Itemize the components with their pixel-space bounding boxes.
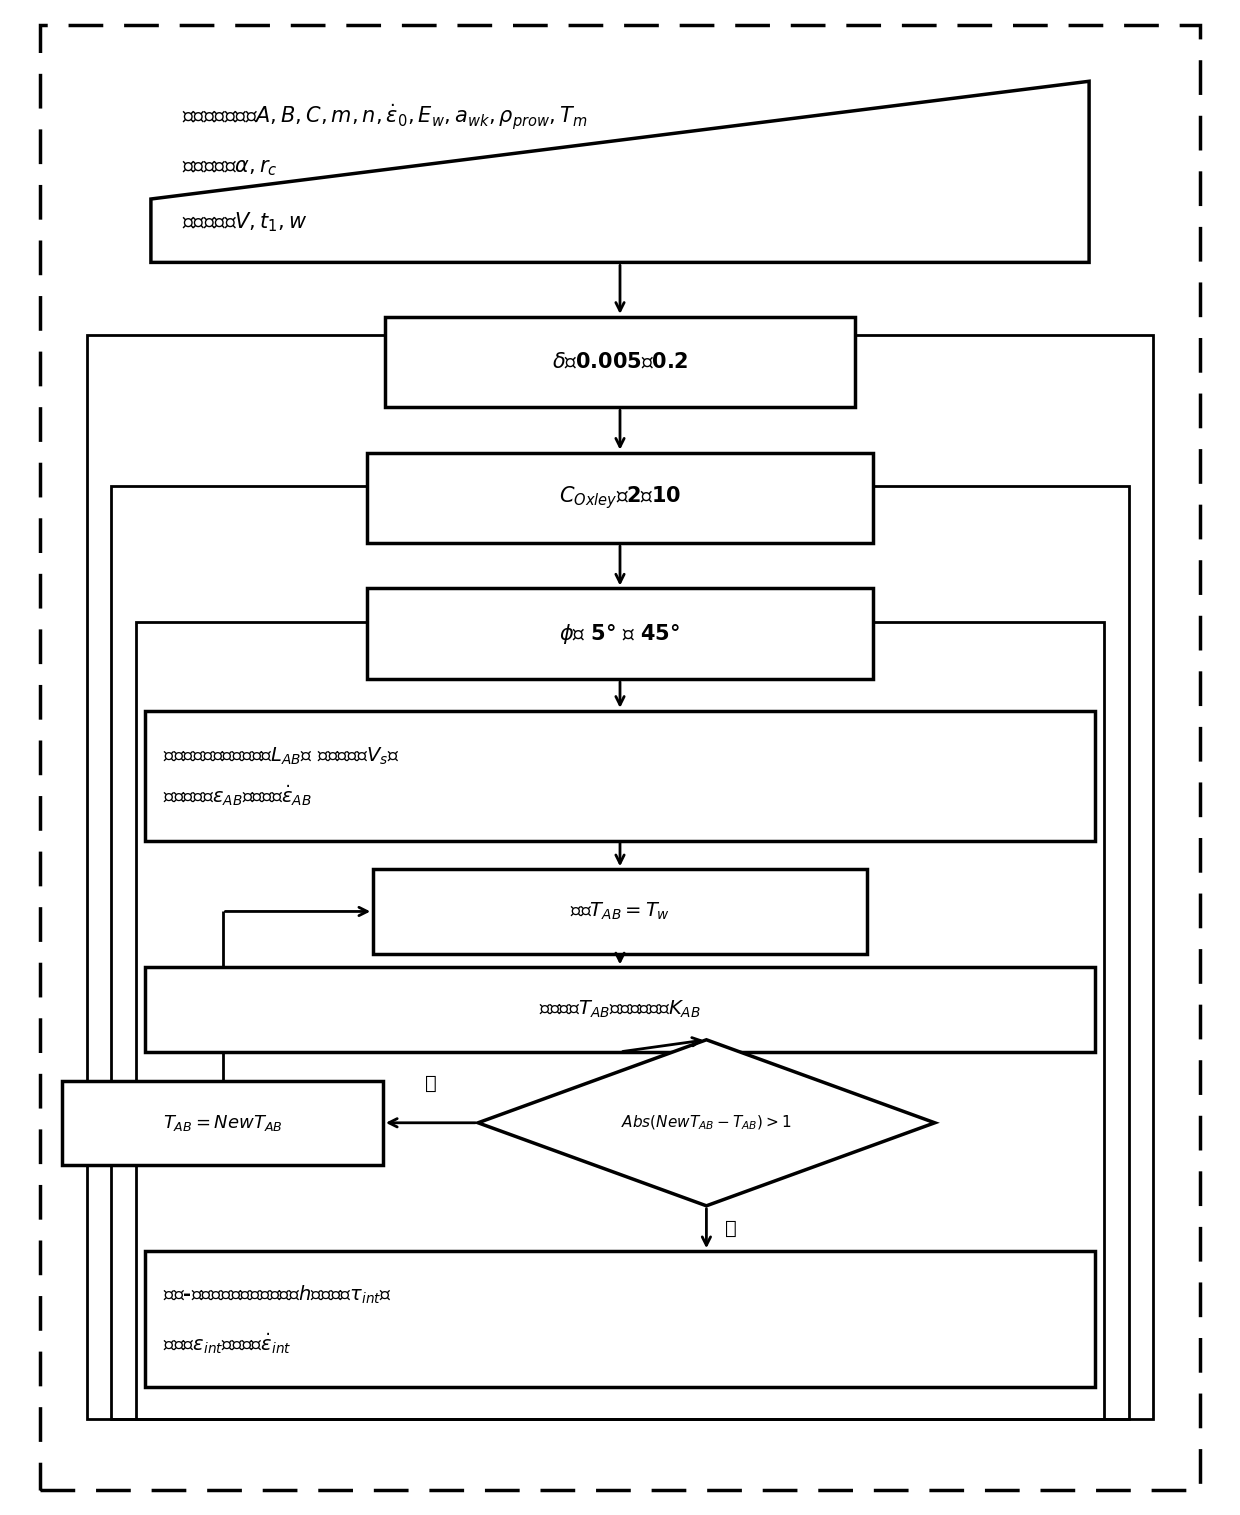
Text: 剪切面应变$\varepsilon_{AB}$和应变率$\dot{\varepsilon}_{AB}$: 剪切面应变$\varepsilon_{AB}$和应变率$\dot{\vareps… [164, 783, 312, 807]
Text: 刀具-切层界面分析：接触长度$h$、剪应力$\tau_{int}$、: 刀具-切层界面分析：接触长度$h$、剪应力$\tau_{int}$、 [164, 1283, 392, 1306]
Text: 剪切面分析：剪切面长度$L_{AB}$、 剪切面速度$V_s$、: 剪切面分析：剪切面长度$L_{AB}$、 剪切面速度$V_s$、 [164, 745, 399, 767]
FancyBboxPatch shape [145, 711, 1095, 841]
Text: $C_{Oxley}$从2到10: $C_{Oxley}$从2到10 [559, 485, 681, 511]
FancyBboxPatch shape [367, 588, 873, 679]
Text: $T_{AB}=NewT_{AB}$: $T_{AB}=NewT_{AB}$ [162, 1114, 283, 1133]
FancyBboxPatch shape [367, 453, 873, 544]
Text: 工件材料参数：$A,B,C,m,n,\dot{\varepsilon}_0,E_w,a_{wk},\rho_{prow},T_m$: 工件材料参数：$A,B,C,m,n,\dot{\varepsilon}_0,E_… [182, 103, 588, 132]
Text: 剪应变$\varepsilon_{int}$和应变率$\dot{\varepsilon}_{int}$: 剪应变$\varepsilon_{int}$和应变率$\dot{\varepsi… [164, 1330, 291, 1356]
Text: $\phi$从 5° 到 45°: $\phi$从 5° 到 45° [559, 621, 681, 645]
FancyBboxPatch shape [386, 317, 854, 408]
Text: 是: 是 [424, 1074, 436, 1092]
Text: 否: 否 [725, 1220, 737, 1238]
FancyBboxPatch shape [145, 967, 1095, 1051]
Text: 假定$T_{AB}=T_w$: 假定$T_{AB}=T_w$ [570, 901, 670, 923]
FancyBboxPatch shape [145, 1251, 1095, 1386]
Polygon shape [151, 82, 1089, 262]
Polygon shape [479, 1039, 935, 1206]
Text: 刀具几何：$\alpha,r_c$: 刀具几何：$\alpha,r_c$ [182, 158, 278, 179]
Text: 切削参数：$V,t_1,w$: 切削参数：$V,t_1,w$ [182, 211, 308, 235]
FancyBboxPatch shape [373, 870, 867, 954]
Text: $Abs(NewT_{AB}-T_{AB})>1$: $Abs(NewT_{AB}-T_{AB})>1$ [621, 1114, 791, 1132]
Text: $\delta$从0.005到0.2: $\delta$从0.005到0.2 [552, 351, 688, 373]
FancyBboxPatch shape [62, 1080, 383, 1165]
Text: 迭代求：$T_{AB}$，流动应力：$K_{AB}$: 迭代求：$T_{AB}$，流动应力：$K_{AB}$ [539, 998, 701, 1020]
